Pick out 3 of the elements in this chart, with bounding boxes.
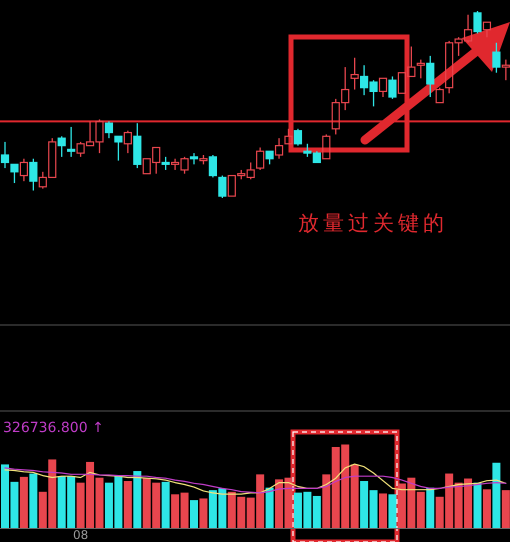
text: 放量过关键的 [298, 211, 448, 235]
x-tick-label: 08 [72, 528, 88, 542]
text: 326736.800 ↑ [3, 420, 104, 436]
